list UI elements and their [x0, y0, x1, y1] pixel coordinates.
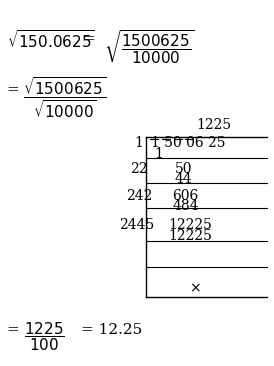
Text: $\dfrac{1225}{100}$: $\dfrac{1225}{100}$	[24, 320, 65, 353]
Text: =: =	[7, 323, 19, 337]
Text: $\sqrt{\dfrac{1500625}{10000}}$: $\sqrt{\dfrac{1500625}{10000}}$	[104, 28, 195, 66]
Text: =: =	[7, 83, 19, 97]
Text: $\sqrt{150.0625}$: $\sqrt{150.0625}$	[7, 29, 95, 51]
Text: 1: 1	[134, 136, 143, 150]
Text: = 12.25: = 12.25	[81, 323, 143, 337]
Text: 12225: 12225	[168, 229, 212, 243]
Text: 22: 22	[130, 162, 148, 176]
Text: $\dfrac{\sqrt{1500625}}{\sqrt{10000}}$: $\dfrac{\sqrt{1500625}}{\sqrt{10000}}$	[23, 75, 106, 120]
Text: 242: 242	[125, 189, 152, 203]
Text: 1 50 06 25: 1 50 06 25	[150, 136, 225, 150]
Text: 484: 484	[172, 199, 199, 213]
Text: =: =	[83, 32, 96, 46]
Text: 50: 50	[175, 162, 192, 176]
Text: 1: 1	[155, 147, 164, 161]
Text: $\times$: $\times$	[189, 281, 200, 295]
Text: 44: 44	[175, 172, 193, 186]
Text: 1225: 1225	[197, 118, 232, 132]
Text: 2445: 2445	[119, 218, 155, 232]
Text: 606: 606	[172, 189, 198, 203]
Text: 12225: 12225	[168, 218, 212, 232]
